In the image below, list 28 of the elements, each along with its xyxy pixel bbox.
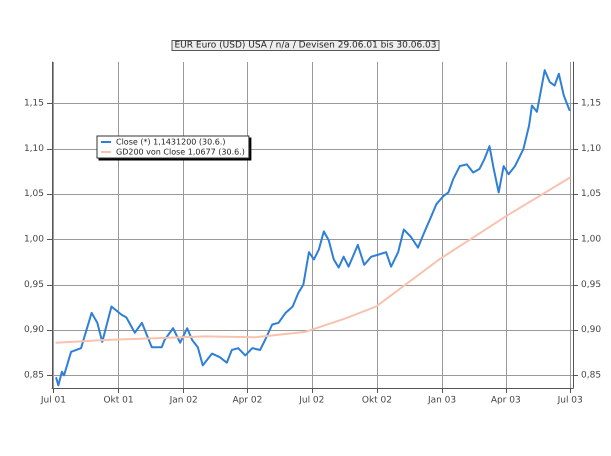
y2-tick-label: 0,95 [581,280,602,290]
y2-tick-label: 1,00 [581,234,602,244]
legend-label: GD200 von Close 1,0677 (30.6.) [116,148,245,156]
line-series [55,176,570,344]
y2-tick-label: 1,10 [581,144,602,154]
y-tick-label: 1,00 [24,234,44,244]
x-tick-label: Jan 02 [168,396,198,406]
y2-tick-label: 1,05 [581,189,602,200]
y-tick-label: 1,10 [24,144,44,154]
y-tick-label: 1,15 [24,98,44,109]
legend-label: Close (*) 1,1431200 (30.6.) [116,138,226,146]
line-series [55,69,570,386]
x-tick-label: Jan 03 [426,396,456,406]
x-tick-label: Apr 03 [490,396,521,406]
x-tick-label: Jul 02 [298,396,324,406]
y2-tick-label: 1,15 [581,98,602,109]
x-tick-label: Okt 01 [103,396,134,406]
x-tick-label: Apr 02 [232,396,262,406]
y2-tick-label: 0,90 [581,325,602,336]
x-tick-label: Okt 02 [362,396,392,406]
y-tick-label: 0,95 [24,280,44,290]
x-tick-label: Jul 01 [40,396,66,406]
y-tick-label: 1,05 [24,189,44,200]
y-tick-label: 0,85 [24,370,44,380]
x-tick-label: Jul 03 [556,396,583,406]
chart-title: EUR Euro (USD) USA / n/a / Devisen 29.06.01 bis 30.06.03 [174,40,437,50]
y2-tick-label: 0,85 [581,370,602,380]
y-tick-label: 0,90 [24,325,44,336]
